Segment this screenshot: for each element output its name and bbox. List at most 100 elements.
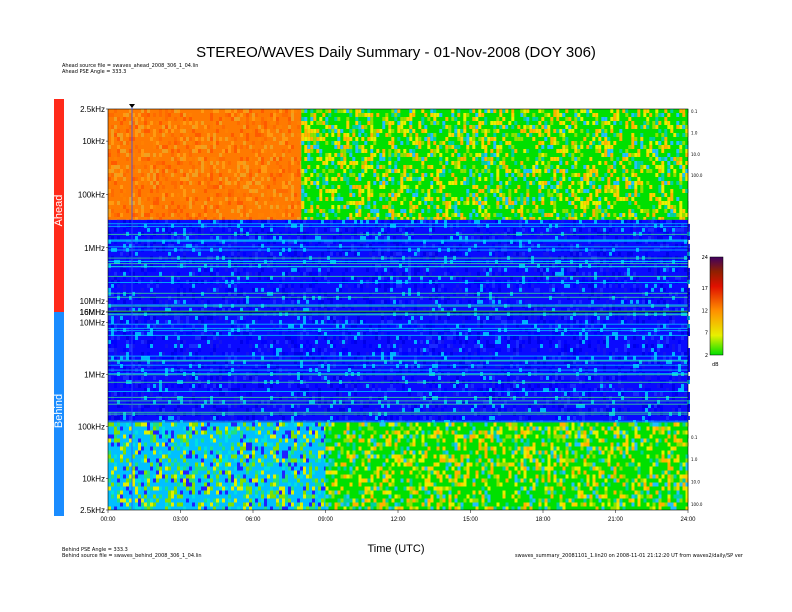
cell: [682, 141, 686, 145]
cell: [529, 181, 533, 185]
cell: [334, 125, 338, 129]
cell: [304, 181, 308, 185]
cell: [159, 173, 162, 177]
cell: [541, 117, 545, 121]
cell: [288, 129, 291, 133]
cell: [198, 157, 201, 161]
cell: [340, 157, 344, 161]
cell: [207, 125, 210, 129]
cell: [318, 295, 321, 300]
cell: [189, 129, 192, 133]
cell: [319, 149, 323, 153]
cell: [297, 169, 300, 173]
cell: [165, 145, 168, 149]
cell: [541, 201, 545, 205]
cell: [601, 117, 605, 121]
cell: [571, 189, 575, 193]
cell: [540, 299, 543, 304]
cell: [312, 287, 315, 292]
cell: [387, 243, 390, 248]
cell: [454, 201, 458, 205]
cell: [403, 129, 407, 133]
cell: [577, 197, 581, 201]
cell: [255, 149, 258, 153]
cell: [120, 213, 123, 217]
cell: [628, 109, 632, 113]
cell: [438, 275, 441, 280]
cell: [586, 205, 590, 209]
cell: [318, 263, 321, 268]
cell: [589, 185, 593, 189]
cell: [261, 165, 264, 169]
cell: [147, 141, 150, 145]
cell: [610, 213, 614, 217]
cell: [108, 189, 111, 193]
cell: [664, 209, 668, 213]
cell: [201, 141, 204, 145]
cell: [276, 251, 279, 256]
cell: [658, 129, 662, 133]
cell: [123, 173, 126, 177]
cell: [553, 205, 557, 209]
cell: [186, 129, 189, 133]
cell: [123, 299, 126, 304]
cell: [330, 219, 333, 224]
cell: [631, 157, 635, 161]
cell: [228, 307, 231, 312]
cell: [267, 295, 270, 300]
cell: [496, 165, 500, 169]
cell: [174, 219, 177, 224]
cell: [366, 267, 369, 272]
cell: [319, 185, 323, 189]
cell: [415, 153, 419, 157]
cell: [369, 227, 372, 232]
cell: [420, 307, 423, 312]
cell: [186, 161, 189, 165]
cell: [366, 299, 369, 304]
cell: [132, 209, 135, 213]
cell: [625, 169, 629, 173]
cell: [598, 161, 602, 165]
cell: [535, 157, 539, 161]
cell: [327, 299, 330, 304]
cell: [174, 209, 177, 213]
cell: [426, 263, 429, 268]
cell: [652, 205, 656, 209]
cell: [301, 161, 305, 165]
cell: [445, 217, 449, 220]
cell: [405, 275, 408, 280]
cell: [303, 291, 306, 296]
cell: [192, 165, 195, 169]
cell: [613, 113, 617, 117]
cell: [384, 291, 387, 296]
cell: [309, 239, 312, 244]
cell: [132, 185, 135, 189]
cell: [174, 125, 177, 129]
cell: [243, 165, 246, 169]
cell: [231, 287, 234, 292]
cell: [358, 109, 362, 113]
cell: [444, 287, 447, 292]
cell: [108, 201, 111, 205]
cell: [222, 205, 225, 209]
cell: [364, 169, 368, 173]
cell: [240, 185, 243, 189]
cell: [322, 193, 326, 197]
cell: [562, 213, 566, 217]
cell: [258, 153, 261, 157]
cell: [607, 177, 611, 181]
cell: [477, 227, 480, 232]
cell: [336, 263, 339, 268]
cell: [571, 153, 575, 157]
cell: [198, 287, 201, 292]
cell: [421, 209, 425, 213]
cell: [498, 283, 501, 288]
cell: [159, 117, 162, 121]
cell: [306, 295, 309, 300]
cell: [510, 283, 513, 288]
cell: [628, 213, 632, 217]
cell: [282, 275, 285, 280]
cell: [580, 173, 584, 177]
cell: [198, 149, 201, 153]
cell: [225, 121, 228, 125]
